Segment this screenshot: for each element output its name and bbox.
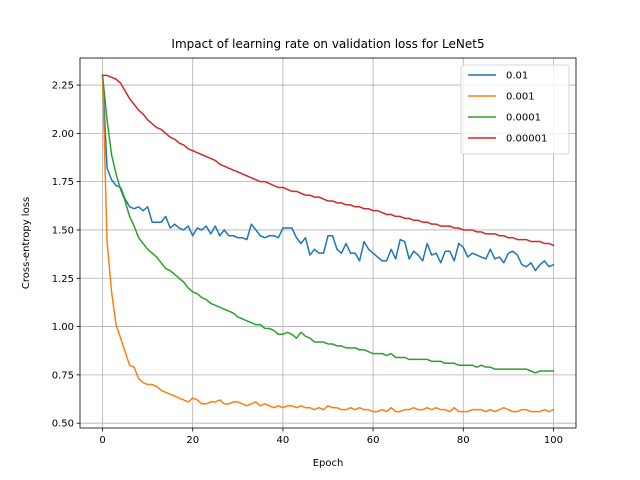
x-tick-label: 80 [457, 435, 470, 446]
plot-series [101, 74, 555, 413]
axes [79, 57, 577, 429]
y-tick-label: 0.50 [52, 419, 74, 430]
y-axis-ticks: 0.50 0.75 1.00 1.25 1.50 1.75 2.00 2.25 [52, 81, 80, 430]
y-tick-label: 1.50 [52, 225, 74, 236]
series-line-0.0001 [101, 74, 555, 374]
axes-frame [79, 57, 577, 429]
series-line-0.01 [101, 74, 555, 272]
x-tick-label: 40 [277, 435, 290, 446]
y-tick-label: 1.25 [52, 274, 74, 285]
x-tick-label: 60 [367, 435, 380, 446]
x-tick-label: 100 [544, 435, 563, 446]
legend-box [460, 64, 570, 155]
series-line-0.001 [101, 74, 555, 413]
x-axis-ticks: 0 20 40 60 80 100 [99, 428, 563, 446]
series-line-0.00001 [101, 74, 555, 247]
grid [80, 58, 576, 428]
x-tick-label: 0 [99, 435, 105, 446]
legend-label: 0.001 [506, 92, 535, 103]
x-axis-label: Epoch [313, 458, 344, 469]
y-tick-label: 0.75 [52, 370, 74, 381]
y-tick-label: 2.25 [52, 81, 74, 92]
y-tick-label: 1.75 [52, 177, 74, 188]
legend-label: 0.0001 [506, 113, 541, 124]
y-tick-label: 1.00 [52, 322, 74, 333]
legend-label: 0.00001 [506, 134, 547, 145]
x-tick-label: 20 [186, 435, 199, 446]
legend: 0.01 0.001 0.0001 0.00001 [460, 64, 570, 155]
y-axis-label: Cross-entropy loss [21, 197, 32, 289]
y-tick-label: 2.00 [52, 129, 74, 140]
legend-label: 0.01 [506, 71, 528, 82]
chart-title: Impact of learning rate on validation lo… [171, 37, 484, 51]
